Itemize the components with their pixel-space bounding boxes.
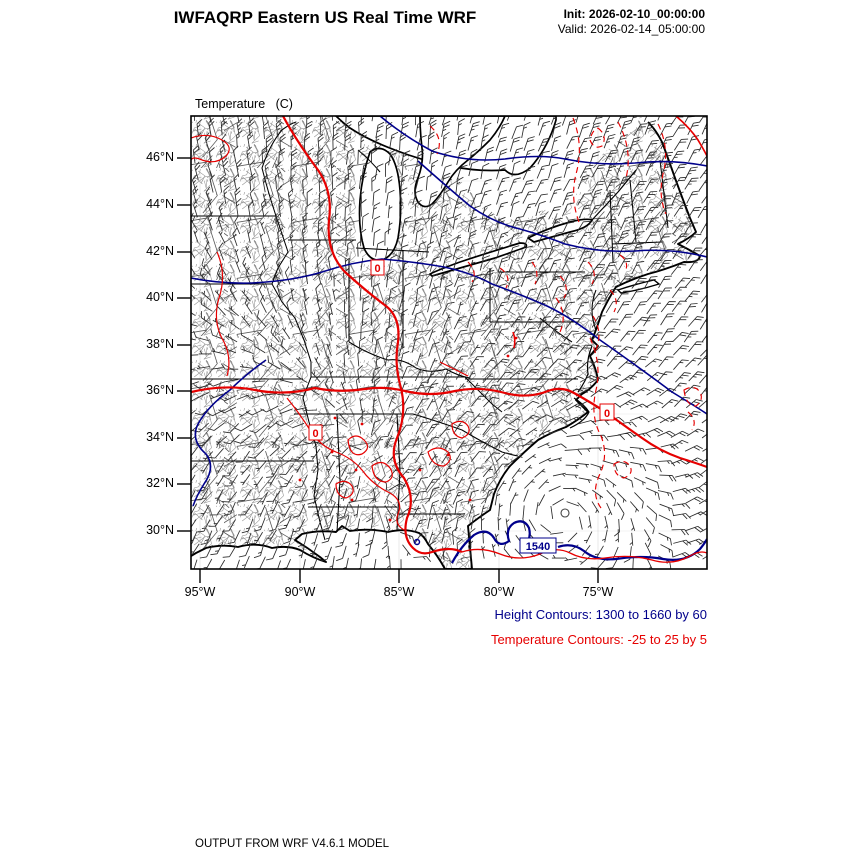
- lon-label-75w: 75°W: [582, 585, 614, 599]
- svg-text:0: 0: [374, 263, 380, 275]
- model-footer: OUTPUT FROM WRF V4.6.1 MODEL WE = 310 ; …: [195, 811, 647, 850]
- lat-label-42n: 42°N: [146, 244, 174, 258]
- lat-label-36n: 36°N: [146, 383, 174, 397]
- valid-line: Valid: 2026-02-14_05:00:00: [558, 22, 705, 37]
- lat-label-30n: 30°N: [146, 523, 174, 537]
- legend-temperature: Temperature (C): [195, 97, 293, 111]
- init-valid-block: Init: 2026-02-10_00:00:00 Valid: 2026-02…: [558, 7, 705, 37]
- height-contour-label-1540: 1540: [519, 537, 557, 554]
- valid-label: Valid:: [557, 22, 587, 36]
- lat-label-40n: 40°N: [146, 290, 174, 304]
- lat-label-46n: 46°N: [146, 150, 174, 164]
- model-version: OUTPUT FROM WRF V4.6.1 MODEL: [195, 838, 390, 850]
- temperature-contour-info: Temperature Contours: -25 to 25 by 5: [490, 632, 707, 647]
- valid-value: 2026-02-14_05:00:00: [590, 22, 705, 36]
- temp-contour-label-0-southeast: 0: [599, 403, 615, 421]
- lat-label-38n: 38°N: [146, 337, 174, 351]
- init-line: Init: 2026-02-10_00:00:00: [558, 7, 705, 22]
- svg-text:0: 0: [604, 408, 610, 420]
- svg-text:1540: 1540: [526, 541, 550, 553]
- svg-text:0: 0: [312, 428, 318, 440]
- plot-title: IWFAQRP Eastern US Real Time WRF: [173, 8, 477, 27]
- lat-label-34n: 34°N: [146, 430, 174, 444]
- init-label: Init:: [563, 7, 586, 21]
- lat-label-44n: 44°N: [146, 197, 174, 211]
- lon-label-85w: 85°W: [383, 585, 415, 599]
- temp-contour-label-0-south: 0: [308, 424, 323, 441]
- lon-label-95w: 95°W: [184, 585, 216, 599]
- init-value: 2026-02-10_00:00:00: [588, 7, 705, 21]
- temp-contour-label-0-midwest: 0: [370, 259, 385, 276]
- lon-label-80w: 80°W: [483, 585, 515, 599]
- lat-label-32n: 32°N: [146, 476, 174, 490]
- height-contour-info: Height Contours: 1300 to 1660 by 60: [494, 607, 707, 622]
- lon-label-90w: 90°W: [284, 585, 316, 599]
